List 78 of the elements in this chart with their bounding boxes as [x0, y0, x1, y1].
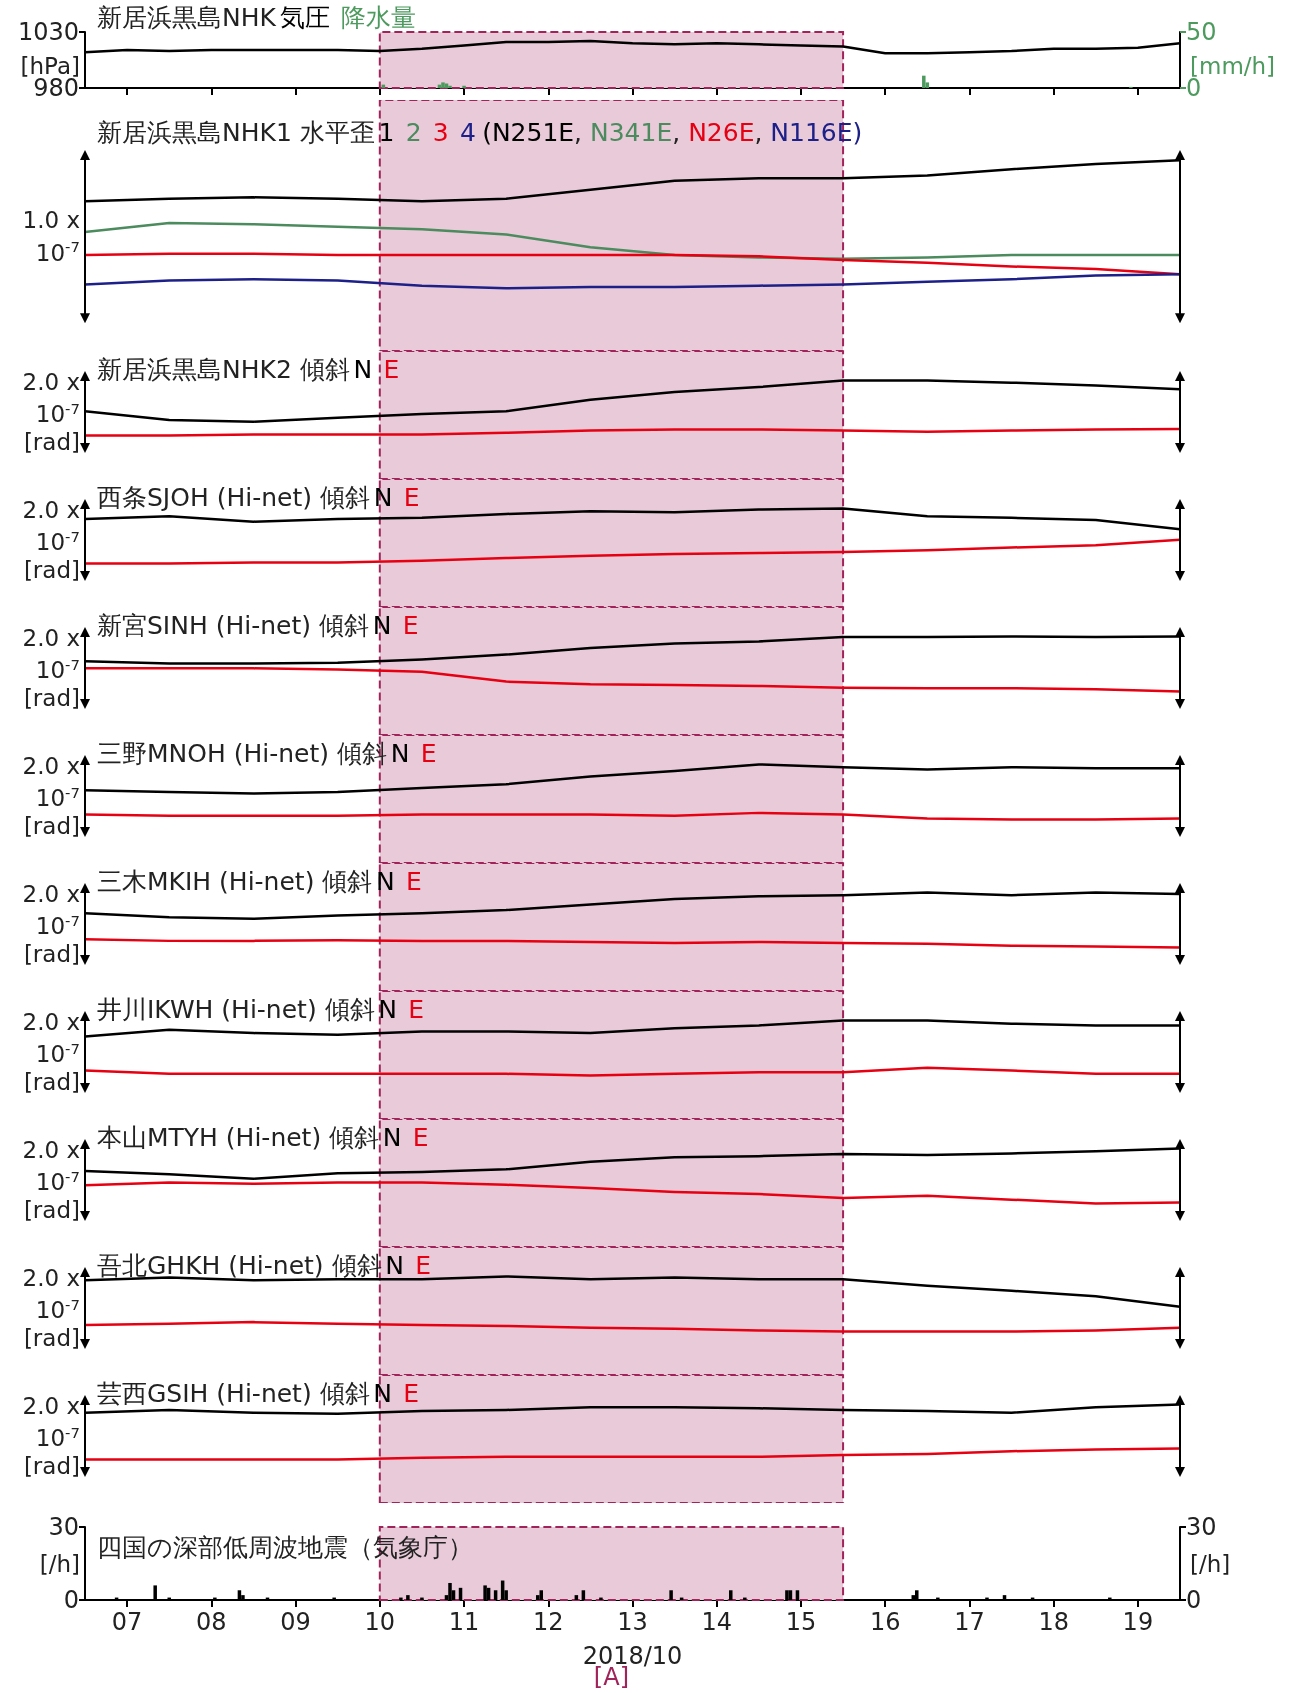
bar	[448, 85, 452, 88]
y-axis-title: 2.0 x 10$^{-7}$ [rad]	[21, 497, 80, 584]
chart-title: 新居浜黒島NHK1 水平歪	[97, 118, 375, 147]
text: 降水量	[340, 2, 416, 34]
x-tick-label: 19	[1122, 1608, 1154, 1636]
series-label: 気圧	[279, 2, 330, 34]
y-axis-title: 2.0 x 10$^{-7}$ [rad]	[21, 753, 80, 840]
chart-title: 新居浜黒島NHK	[97, 3, 276, 32]
chart-title: 吾北GHKH (Hi-net) 傾斜	[97, 1251, 382, 1280]
chart-subtitle: (N251E, N341E, N26E, N116E)	[482, 118, 863, 147]
x-tick-label: 18	[1038, 1608, 1069, 1636]
y2-axis-title: [mm/h]	[1190, 52, 1276, 78]
series-label: N	[373, 1379, 393, 1408]
text: 1	[378, 118, 395, 147]
series-label: E	[420, 739, 437, 768]
x-tick-label: 08	[196, 1608, 227, 1636]
y2-axis-title: [/h]	[1190, 1550, 1231, 1577]
chart-title: 四国の深部低周波地震（気象庁）	[97, 1533, 473, 1562]
y-axis-title: 2.0 x 10$^{-7}$ [rad]	[21, 881, 80, 968]
series-label: N	[382, 1123, 402, 1152]
x-tick-label: 15	[785, 1608, 817, 1636]
bar	[539, 1590, 543, 1600]
bar	[462, 85, 466, 88]
y-axis-title: [/h]	[38, 1550, 80, 1577]
x-tick-label: 12	[533, 1608, 564, 1636]
x-tick-label: 13	[617, 1608, 648, 1636]
text: 2	[405, 118, 422, 147]
series-label: N	[376, 867, 395, 896]
y-axis-title: 2.0 x 10$^{-7}$ [rad]	[21, 1265, 80, 1352]
chart-title: 芸西GSIH (Hi-net) 傾斜	[97, 1379, 370, 1408]
series-label: E	[402, 611, 419, 640]
series-label: N	[373, 483, 393, 512]
x-tick-label: 14	[701, 1608, 732, 1636]
series-label: E	[412, 1123, 429, 1152]
x-tick-label: 17	[954, 1608, 985, 1636]
y-axis-title: [hPa]	[19, 52, 80, 78]
y-axis-title: 2.0 x 10$^{-7}$ [rad]	[21, 1393, 80, 1480]
chart-title: 本山MTYH (Hi-net) 傾斜	[97, 1123, 380, 1152]
x-tick-label: 09	[280, 1608, 311, 1636]
x-tick-label: 16	[869, 1608, 901, 1636]
x-tick-label: 07	[111, 1608, 143, 1636]
y-axis-title: 2.0 x 10$^{-7}$ [rad]	[21, 1137, 80, 1224]
text: E	[383, 355, 400, 384]
text: 4	[459, 118, 476, 147]
bar	[922, 75, 926, 88]
x-tick-label: 10	[364, 1608, 396, 1636]
text: 3	[432, 118, 449, 147]
series-label: E	[403, 1379, 420, 1408]
series-label: E	[403, 483, 420, 512]
y2-tick-label: 50	[1186, 18, 1217, 46]
chart-title: 三木MKIH (Hi-net) 傾斜	[97, 867, 373, 896]
series-label: N	[385, 1251, 405, 1280]
bar	[441, 82, 445, 88]
y-axis-title: 2.0 x 10$^{-7}$ [rad]	[21, 625, 80, 712]
y-axis-title: 1.0 x 10$^{-7}$	[21, 206, 80, 267]
bar	[729, 1590, 733, 1600]
x-tick-label: 11	[448, 1608, 480, 1636]
series-label: N	[353, 355, 373, 384]
y-tick-label: 0	[63, 1586, 79, 1614]
series-label: E	[406, 867, 422, 896]
bar	[669, 1590, 673, 1600]
series-label: N	[372, 611, 392, 640]
y-tick-label: 30	[48, 1513, 79, 1541]
y-axis-title: 2.0 x 10$^{-7}$ [rad]	[21, 369, 80, 456]
series-label: E	[408, 995, 425, 1024]
y-tick-label: 1030	[17, 18, 79, 46]
chart-title: 三野MNOH (Hi-net) 傾斜	[97, 739, 387, 768]
bar	[406, 1595, 410, 1600]
chart-title: 井川IKWH (Hi-net) 傾斜	[97, 995, 375, 1024]
series-label: N	[390, 739, 410, 768]
y-axis-title: 2.0 x 10$^{-7}$ [rad]	[21, 1009, 80, 1096]
y2-tick-label: 30	[1186, 1513, 1217, 1541]
chart-title: 新宮SINH (Hi-net) 傾斜	[97, 611, 369, 640]
y2-tick-label: 0	[1186, 1586, 1202, 1614]
series-label: E	[415, 1251, 432, 1280]
chart-title: 西条SJOH (Hi-net) 傾斜	[97, 483, 370, 512]
chart-title: 新居浜黒島NHK2 傾斜	[97, 355, 350, 384]
series-label: N	[378, 995, 398, 1024]
